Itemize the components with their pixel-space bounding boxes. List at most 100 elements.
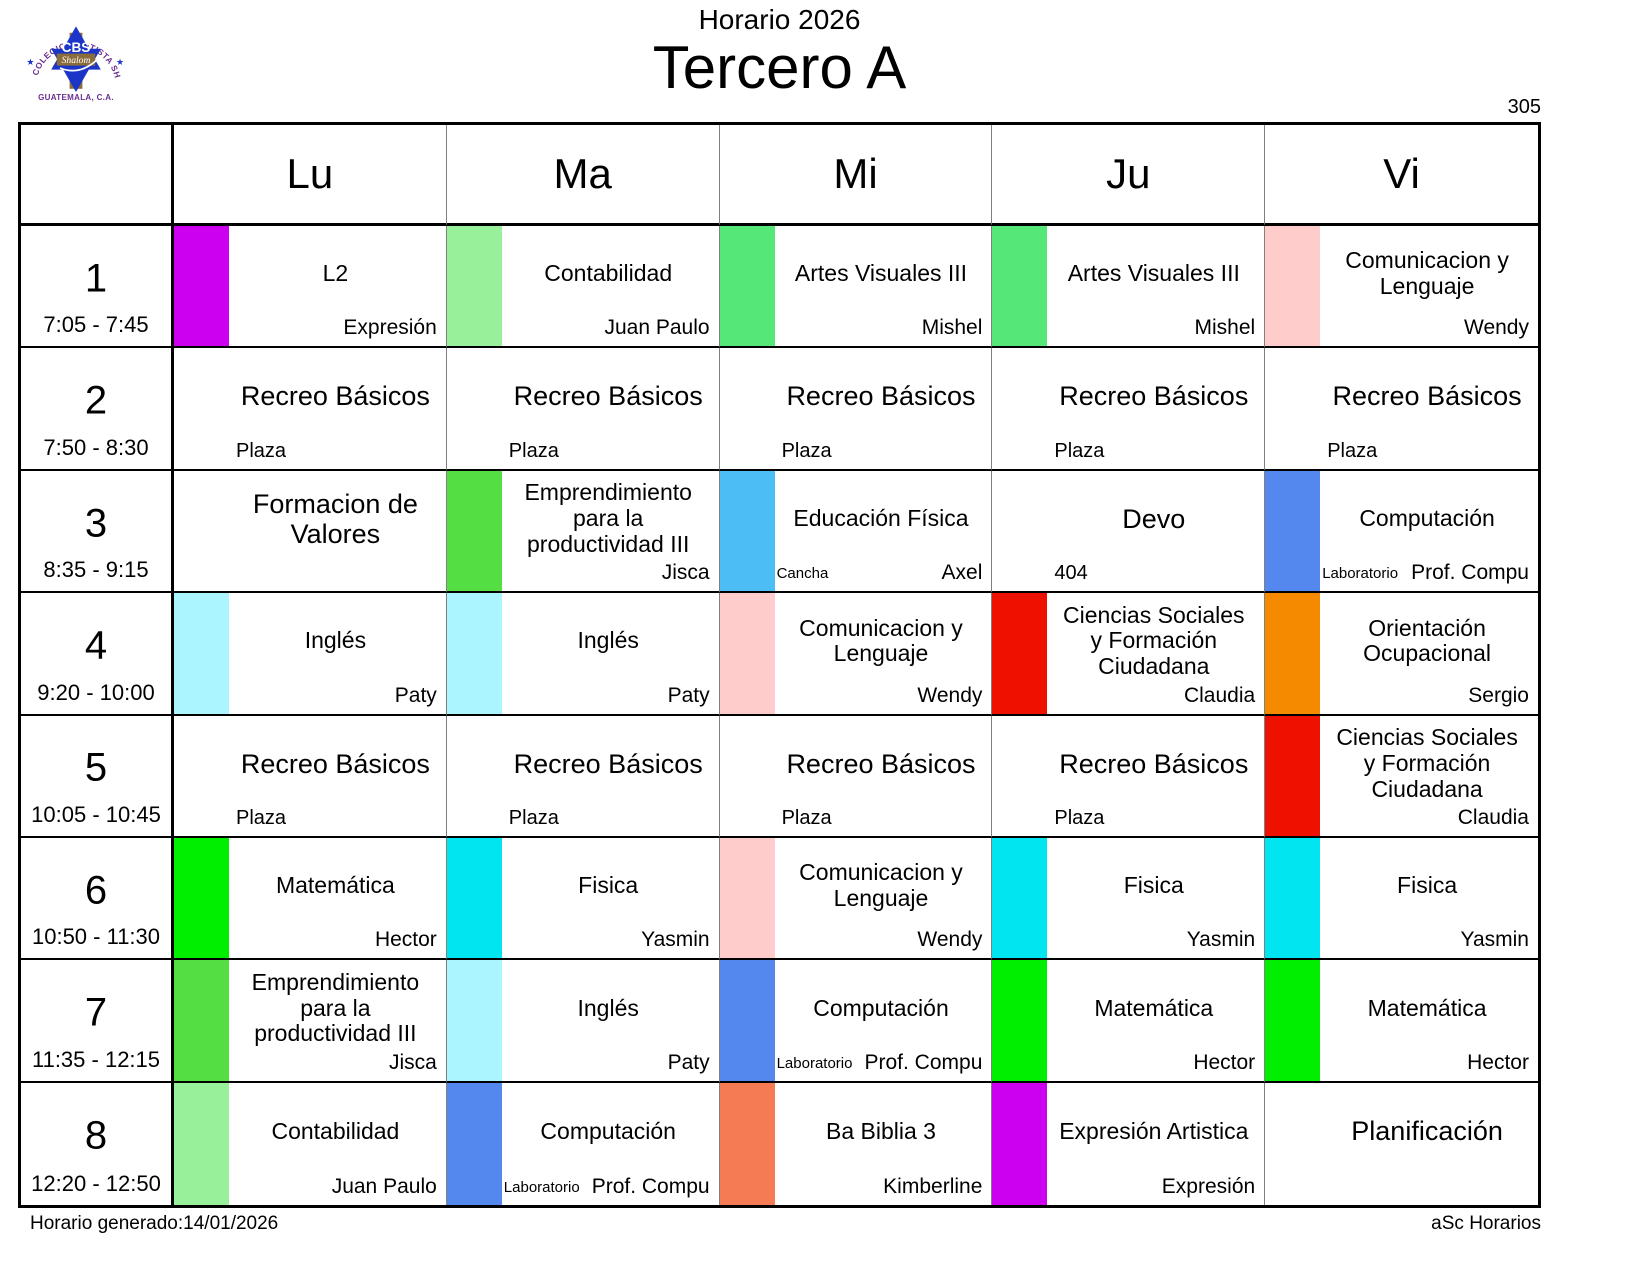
subject-color-bar [719, 226, 775, 347]
schedule-cell: Recreo Básicos Plaza [992, 348, 1266, 471]
logo-swoosh [59, 59, 98, 72]
schedule-cell: Formacion de Valores [174, 470, 447, 594]
title-block: Horario 2026 Tercero A [18, 4, 1541, 99]
teacher-name: Prof. Compu [1411, 561, 1529, 585]
period-number: 7 [84, 990, 108, 1035]
teacher-name: Claudia [1457, 805, 1529, 829]
room-label: Cancha [776, 565, 829, 583]
subject-color-bar [719, 470, 775, 592]
schedule-cell: Recreo Básicos Plaza [1265, 348, 1538, 471]
period-time: 11:35 - 12:15 [31, 1046, 161, 1072]
schedule-cell: Inglés Paty [174, 593, 447, 716]
schedule-cell: Artes Visuales III Mishel [719, 226, 993, 349]
schedule-cell: Recreo Básicos Plaza [446, 715, 720, 838]
period-time: 7:50 - 8:30 [43, 434, 149, 460]
subject-name: Emprendimiento para la productividad III [251, 968, 420, 1047]
subject-name: Expresión Artistica [1059, 1117, 1249, 1144]
subject-color-bar [992, 1082, 1048, 1205]
subject-name: Comunicacion y Lenguaje [799, 859, 963, 912]
teacher-name: Axel [941, 561, 983, 585]
teacher-name: Paty [394, 683, 437, 707]
subject-color-bar [992, 960, 1048, 1081]
period-number: 6 [84, 868, 108, 913]
schedule-cell: Recreo Básicos Plaza [719, 348, 993, 471]
teacher-name: Juan Paulo [331, 1175, 437, 1198]
schedule-cell: Educación Física Cancha Axel [719, 470, 993, 594]
schedule-cell: Emprendimiento para la productividad III… [446, 470, 720, 594]
period-time: 8:35 - 9:15 [43, 557, 149, 583]
schedule-cell: Recreo Básicos Plaza [174, 348, 447, 471]
schedule-cell: Inglés Paty [446, 960, 720, 1083]
teacher-name: Wendy [917, 928, 983, 952]
logo-country-text: GUATEMALA, C.A. [38, 93, 114, 102]
logo-star-right-icon: ★ [116, 57, 124, 67]
teacher-name: Yasmin [641, 928, 710, 952]
schedule-cell: Recreo Básicos Plaza [992, 715, 1266, 838]
subject-name: Artes Visuales III [1067, 260, 1240, 287]
room-label: Plaza [1054, 806, 1105, 829]
subject-color-bar [446, 470, 502, 592]
subject-name: Contabilidad [544, 260, 673, 287]
schedule-cell: Fisica Yasmin [992, 837, 1266, 961]
subject-color-bar [446, 960, 502, 1081]
subject-name: Recreo Básicos [240, 748, 430, 779]
schedule-cell: Computación Laboratorio Prof. Compu [446, 1082, 720, 1205]
teacher-name: Expresión [1161, 1175, 1256, 1198]
subject-color-bar [174, 960, 229, 1081]
period-cell: 6 10:50 - 11:30 [21, 837, 174, 961]
subject-name: Recreo Básicos [1059, 748, 1249, 779]
period-cell: 1 7:05 - 7:45 [21, 226, 174, 349]
subject-color-bar [992, 837, 1048, 959]
subject-name: Recreo Básicos [1332, 381, 1522, 412]
asc-horarios-label: aSc Horarios [1431, 1213, 1541, 1234]
schedule-year-title: Horario 2026 [698, 4, 861, 35]
room-label: Plaza [236, 806, 287, 829]
period-cell: 5 10:05 - 10:45 [21, 715, 174, 838]
room-label: Laboratorio [503, 1179, 580, 1196]
header-corner-cell [21, 125, 174, 226]
subject-color-bar [1265, 470, 1321, 592]
period-cell: 4 9:20 - 10:00 [21, 593, 174, 716]
subject-name: Computación [540, 1117, 676, 1144]
teacher-name: Expresión [343, 316, 437, 340]
logo-brown-band-horizontal [56, 53, 96, 66]
logo-script-text: Shalom [62, 55, 91, 66]
class-title: Tercero A [652, 34, 907, 102]
subject-name: Emprendimiento para la productividad III [524, 479, 692, 557]
schedule-cell: Contabilidad Juan Paulo [446, 226, 720, 349]
subject-color-bar [174, 593, 229, 714]
schedule-cell: Comunicacion y Lenguaje Wendy [719, 837, 993, 961]
period-time: 7:05 - 7:45 [43, 312, 149, 338]
schedule-cell: Emprendimiento para la productividad III… [174, 960, 447, 1083]
subject-name: L2 [322, 260, 349, 287]
day-header-lu: Lu [174, 125, 447, 226]
subject-color-bar [719, 1082, 775, 1205]
room-label: Plaza [781, 806, 832, 829]
generated-date-label: Horario generado:14/01/2026 [30, 1213, 279, 1234]
room-label: Plaza [781, 439, 832, 462]
subject-color-bar [1265, 960, 1321, 1081]
teacher-name: Hector [1467, 1050, 1529, 1074]
period-cell: 2 7:50 - 8:30 [21, 348, 174, 471]
room-label: Plaza [1054, 439, 1105, 462]
subject-color-bar [1265, 593, 1321, 714]
schedule-cell: Fisica Yasmin [1265, 837, 1538, 961]
room-label: 404 [1054, 562, 1088, 585]
subject-name: Devo [1122, 503, 1186, 534]
teacher-name: Juan Paulo [604, 316, 710, 340]
teacher-name: Sergio [1468, 683, 1529, 707]
subject-name: Recreo Básicos [1059, 381, 1249, 412]
room-label: Plaza [508, 806, 559, 829]
subject-name: Computación [1359, 505, 1495, 532]
teacher-name: Yasmin [1186, 928, 1256, 952]
schedule-cell: L2 Expresión [174, 226, 447, 349]
period-number: 5 [84, 745, 108, 790]
day-header-ma: Ma [446, 125, 720, 226]
subject-name: Fisica [1397, 872, 1458, 899]
schedule-cell: Comunicacion y Lenguaje Wendy [1265, 226, 1538, 349]
teacher-name: Hector [1193, 1050, 1256, 1074]
subject-color-bar [174, 1082, 229, 1205]
schedule-cell: Comunicacion y Lenguaje Wendy [719, 593, 993, 716]
schedule-cell: Ba Biblia 3 Kimberline [719, 1082, 993, 1205]
